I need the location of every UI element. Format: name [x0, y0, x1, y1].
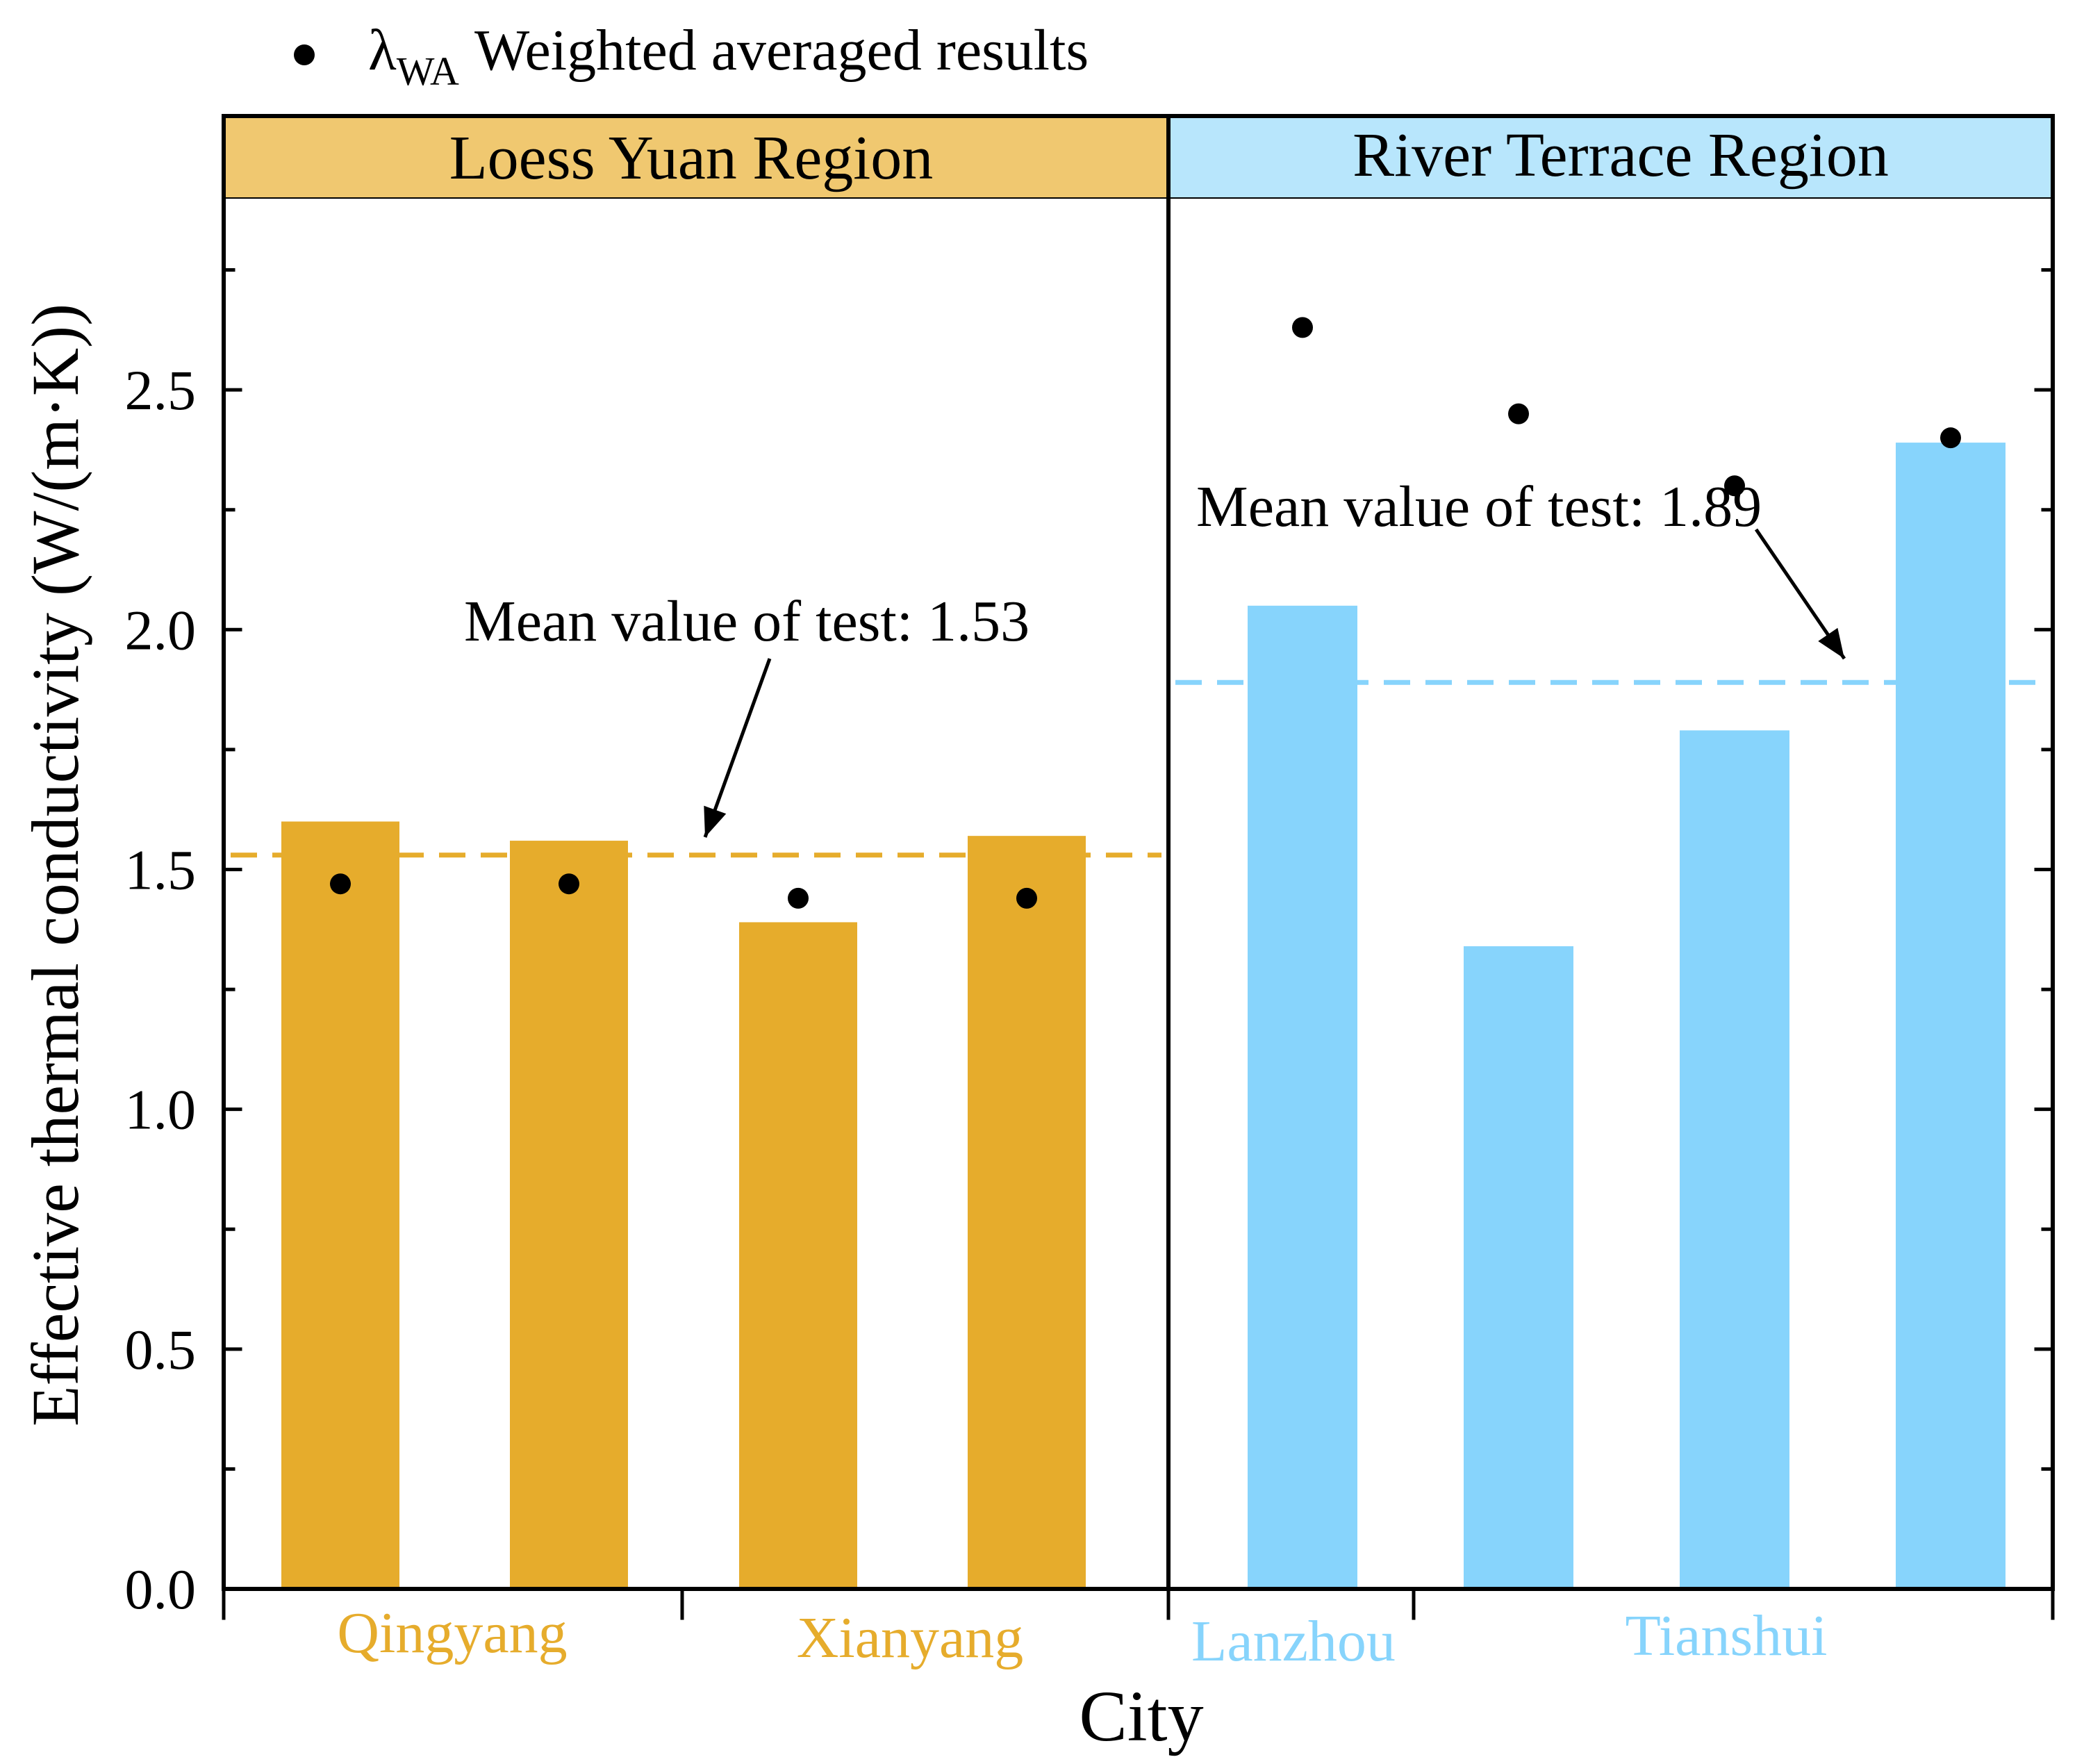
- y-tick-label: 0.5: [125, 1318, 197, 1381]
- bar: [510, 841, 628, 1589]
- weighted-point: [1292, 317, 1313, 338]
- axes: [222, 114, 2055, 1620]
- weighted-point: [1940, 427, 1961, 449]
- city-label: Lanzhou: [1191, 1609, 1396, 1674]
- weighted-point: [330, 873, 351, 895]
- bar: [281, 821, 399, 1589]
- weighted-point: [1724, 475, 1745, 497]
- legend-label: λWA Weighted averaged results: [368, 18, 1089, 94]
- weighted-point: [1016, 887, 1037, 909]
- legend-subscript: WA: [397, 49, 459, 94]
- weighted-point: [788, 887, 809, 909]
- panel-title-river: River Terrace Region: [1353, 121, 1889, 190]
- bars: [281, 443, 2006, 1589]
- city-labels: Qingyang Xianyang Lanzhou Tianshui: [337, 1601, 1827, 1674]
- bar: [1896, 443, 2006, 1589]
- y-tick-label: 1.5: [125, 838, 197, 901]
- arrow-head: [704, 805, 727, 837]
- mean-lines: [231, 679, 2046, 858]
- legend-symbol: λ: [368, 18, 397, 83]
- panel-header-loess: [224, 116, 1168, 198]
- legend-text: Weighted averaged results: [474, 18, 1089, 83]
- mean-label-loess: Mean value of test: 1.53: [464, 589, 1029, 654]
- legend-marker: [294, 44, 315, 65]
- arrow-shaft: [703, 658, 772, 838]
- bar: [1248, 605, 1357, 1589]
- y-tick-label: 2.0: [125, 598, 197, 661]
- mean-label-river: Mean value of test: 1.89: [1196, 475, 1762, 539]
- weighted-point: [559, 873, 579, 895]
- panel-title-loess: Loess Yuan Region: [449, 124, 934, 192]
- panel-header-river: [1168, 116, 2053, 198]
- y-tick-label: 0.0: [125, 1558, 197, 1621]
- y-tick-labels: 0.0 0.5 1.0 1.5 2.0 2.5: [125, 358, 197, 1621]
- y-tick-label: 1.0: [125, 1078, 197, 1141]
- legend: λWA Weighted averaged results: [294, 18, 1089, 94]
- mean-arrows: [703, 528, 1846, 838]
- arrow-head: [1818, 627, 1844, 659]
- city-label: Qingyang: [337, 1601, 567, 1665]
- weighted-points: [330, 317, 1961, 909]
- y-axis-label: Effective thermal conductivity (W/(m·K)): [18, 304, 92, 1426]
- x-axis-label: City: [1079, 1676, 1203, 1756]
- bar: [968, 836, 1086, 1589]
- bar: [1464, 946, 1573, 1589]
- weighted-point: [1508, 403, 1529, 424]
- city-label: Xianyang: [797, 1606, 1024, 1670]
- bar: [1680, 730, 1789, 1589]
- y-tick-label: 2.5: [125, 358, 197, 422]
- bar: [739, 922, 857, 1589]
- city-label: Tianshui: [1625, 1604, 1827, 1668]
